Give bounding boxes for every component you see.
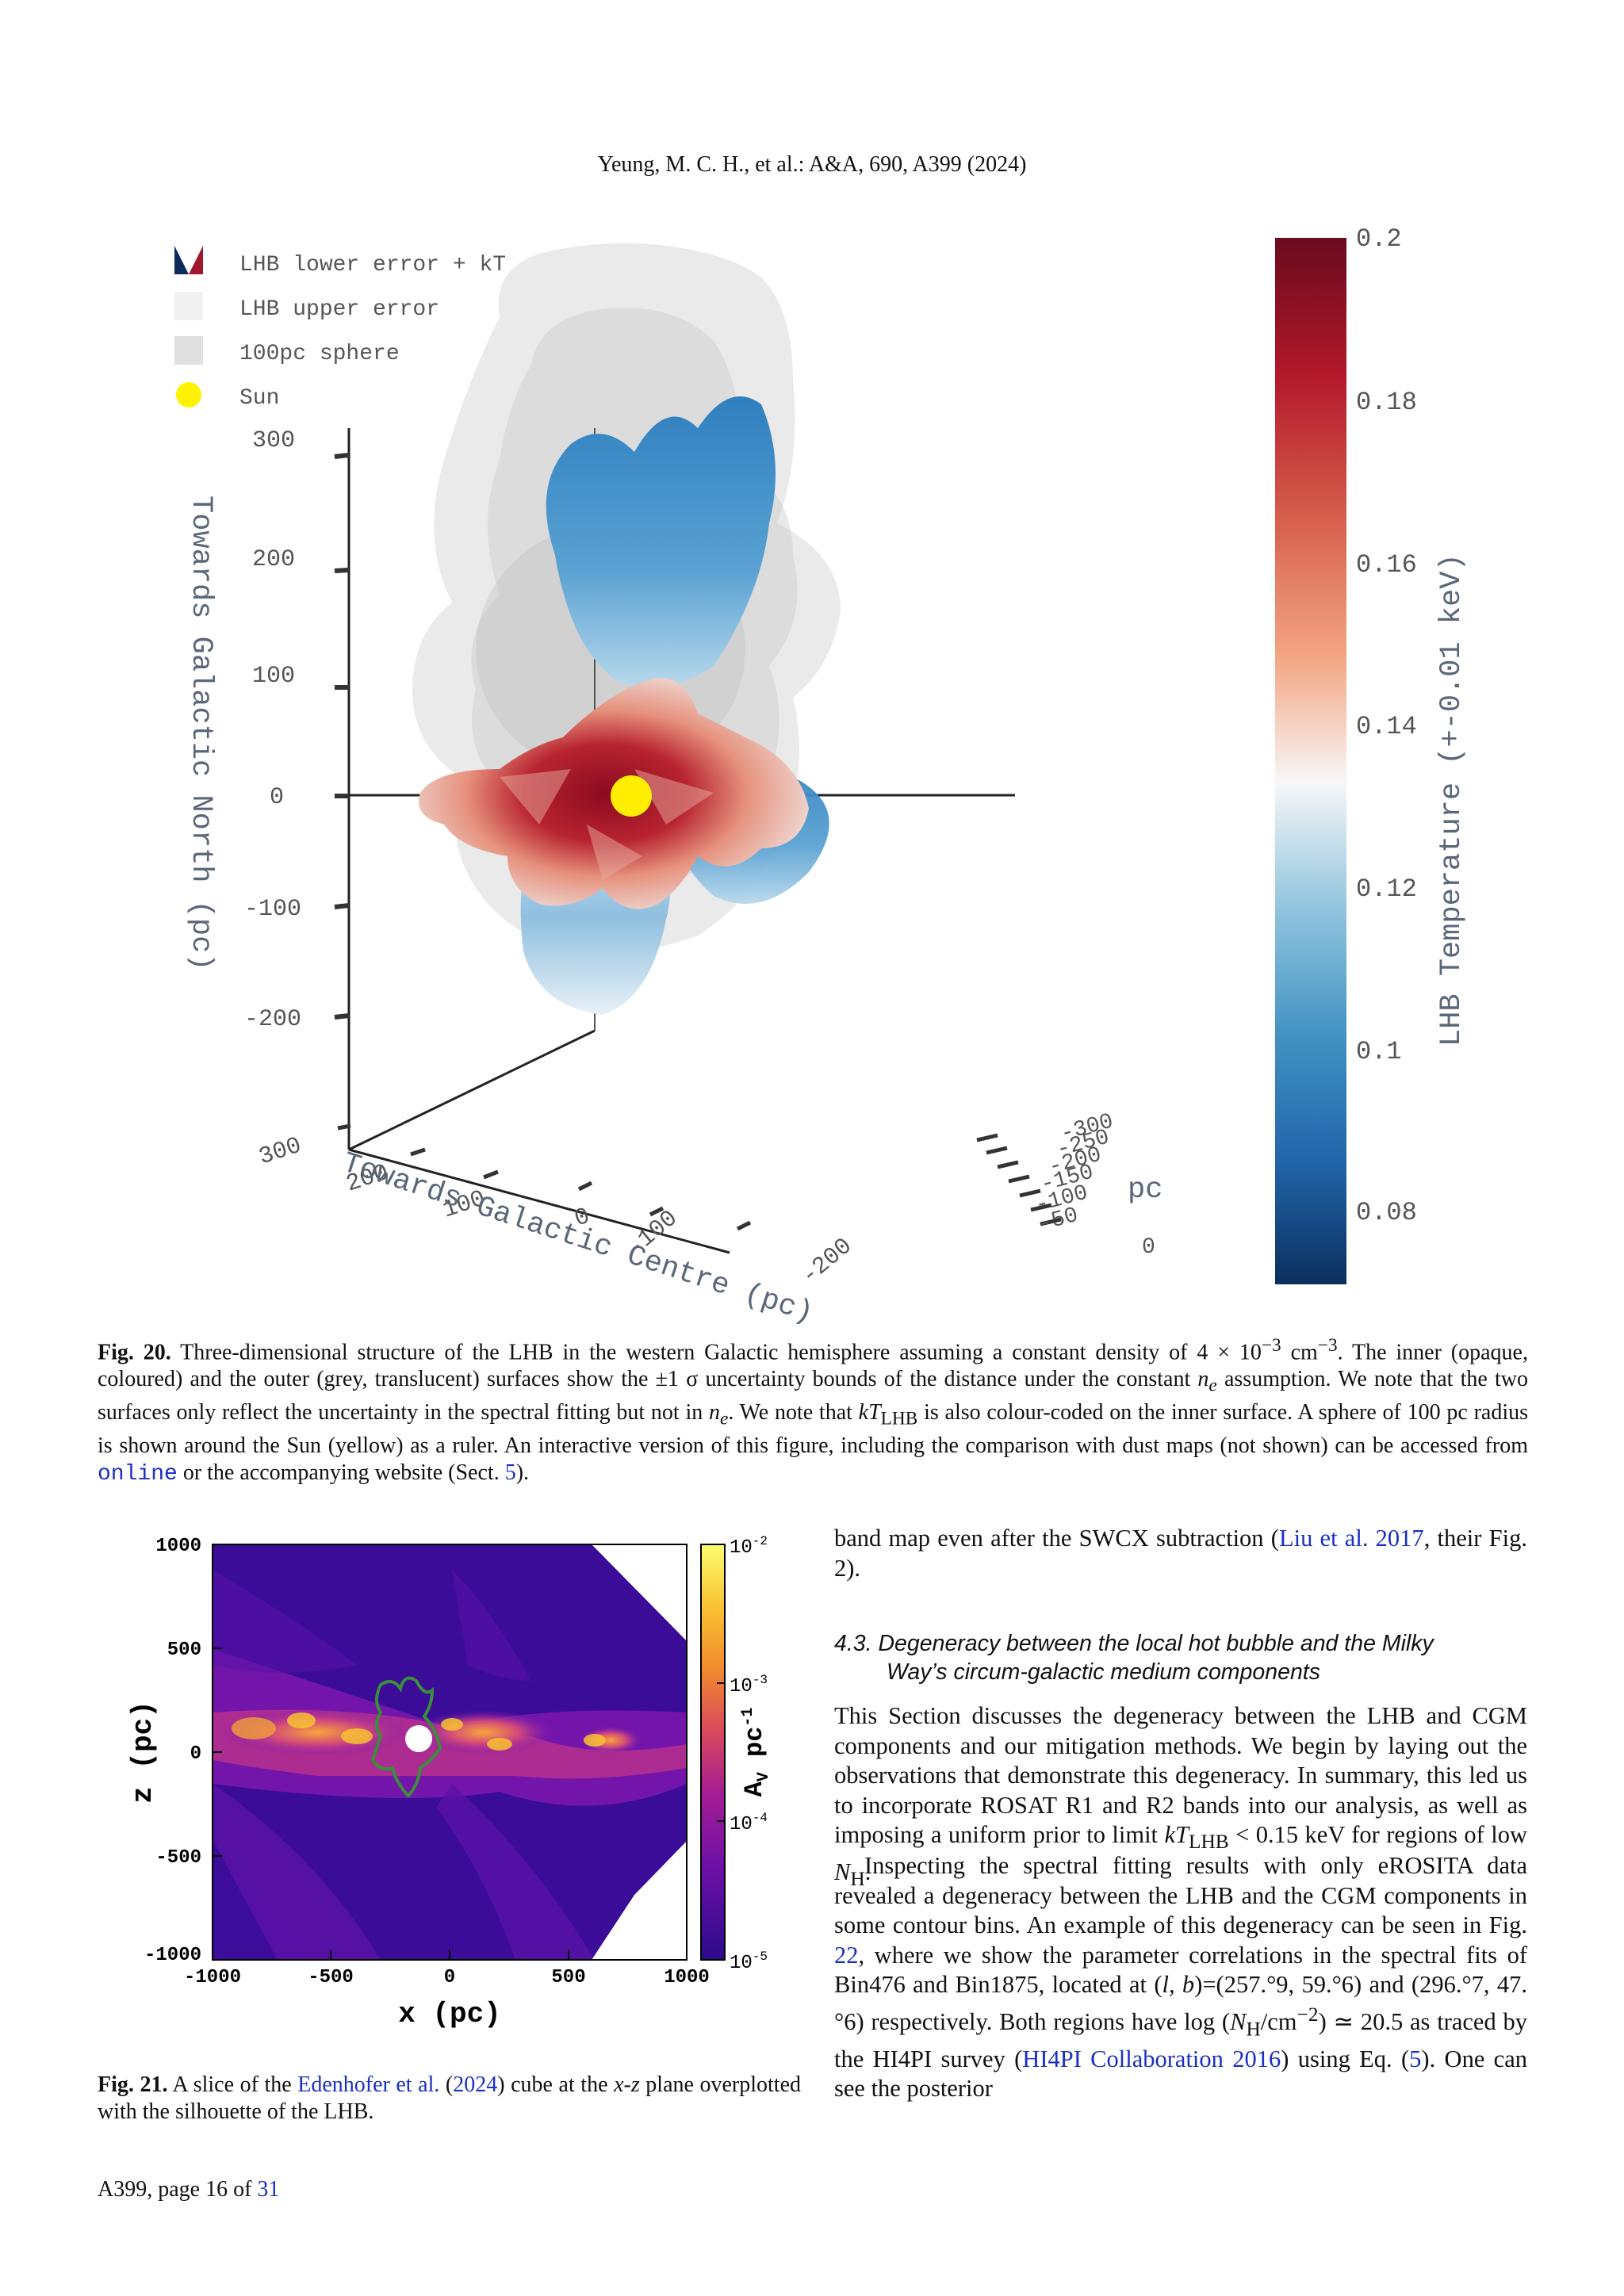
x-axis-label: Towards Galactic Centre (pc) [338,1146,817,1324]
z-tick: 200 [252,546,295,573]
online-link[interactable]: online [98,1461,178,1487]
edenhofer-link[interactable]: Edenhofer et al. [297,2072,440,2097]
colorbar-21 [700,1544,726,1961]
x-tick: -1000 [184,1967,241,1988]
split-colour-swatch-icon [174,246,203,274]
fig21-y-label: z (pc) [127,1701,159,1804]
cbar-tick: 0.08 [1356,1198,1417,1227]
cbar-tick: 0.2 [1356,224,1402,254]
colorbar-20-label: LHB Temperature (+-0.01 keV) [1435,553,1469,1047]
cbar-tick: 0.1 [1356,1037,1402,1066]
figure-20-caption: Fig. 20. Three-dimensional structure of … [98,1335,1528,1487]
figure-21-caption: Fig. 21. A slice of the Edenhofer et al.… [98,2072,801,2124]
yellow-circle-icon [176,382,201,408]
z-axis-label: Towards Galactic North (pc) [184,496,217,971]
z-tick: 300 [252,427,295,454]
grey-swatch-icon [174,336,203,365]
equation-link[interactable]: 5 [1409,2045,1422,2072]
x-tick: 0 [444,1967,455,1988]
legend-label-lower: LHB lower error + kT [239,253,506,277]
legend-label-sun: Sun [239,386,279,411]
colorbar-21-ticks [717,1544,725,1961]
sun-marker [611,775,652,817]
y-tick: 0 [190,1743,201,1765]
y-tick: 1000 [155,1536,201,1557]
x-tick: 1000 [664,1967,710,1988]
fig21-x-label: x (pc) [398,1998,501,2030]
page-footer: A399, page 16 of 31 [98,2177,280,2202]
x-tick: -200 [797,1233,858,1290]
y-tick: 0 [1142,1235,1155,1260]
liu-link[interactable]: Liu et al. 2017 [1278,1525,1424,1552]
legend: LHB lower error + kT LHB upper error 100… [174,246,506,411]
cbar-tick: 0.18 [1356,388,1417,417]
lhb-silhouette [370,1676,442,1798]
fig22-link[interactable]: 22 [834,1941,859,1969]
legend-label-upper: LHB upper error [239,297,439,322]
y-axis-label: pc [1128,1173,1162,1207]
y-tick: -1000 [144,1945,201,1966]
y-tick: 500 [167,1640,201,1661]
cbar-tick: 0.16 [1356,550,1417,580]
page-total-link[interactable]: 31 [257,2177,280,2202]
paragraph-2: Inspecting the spectral fitting results … [834,1852,1528,2103]
figure-20-lhb-3d: LHB lower error + kT LHB upper error 100… [174,224,1469,1324]
y-tick: -500 [155,1847,201,1869]
y-axis-ticks [976,1133,1062,1226]
x-axis-ticks [337,1123,752,1231]
z-axis-ticks [334,453,350,1020]
hi4pi-link[interactable]: HI4PI Collaboration 2016 [1022,2045,1281,2072]
x-tick: 500 [551,1967,585,1988]
z-tick: 100 [252,663,295,690]
figure-21-dust-slice: -1000 -500 0 500 1000 1000 500 0 -500 -1… [127,1534,773,2030]
fig21-x-ticks: -1000 -500 0 500 1000 [184,1967,710,1988]
paragraph-continued: band map even after the SWCX subtraction… [834,1525,1527,1582]
svg-text:10-5: 10-5 [730,1950,768,1974]
colorbar-21-label: AV pc-1 [739,1708,773,1797]
legend-label-sphere: 100pc sphere [239,342,400,366]
dust-map [213,1544,687,1960]
colorbar-20-ticks: 0.2 0.18 0.16 0.14 0.12 0.1 0.08 [1356,224,1417,1227]
svg-text:10-2: 10-2 [730,1534,768,1559]
running-head: Yeung, M. C. H., et al.: A&A, 690, A399 … [597,152,1027,177]
edenhofer-year-link[interactable]: 2024 [453,2072,498,2097]
svg-text:10-4: 10-4 [730,1811,768,1835]
x-tick: -500 [308,1967,354,1988]
light-grey-swatch-icon [174,292,203,320]
colorbar-20 [1275,238,1346,1284]
svg-text:10-3: 10-3 [730,1673,768,1697]
z-tick: -200 [244,1006,301,1033]
colorbar-21-tick-labels: 10-2 10-3 10-4 10-5 [730,1534,768,1974]
z-tick: 0 [270,784,284,811]
cbar-tick: 0.14 [1356,712,1417,741]
z-tick: -100 [244,896,301,923]
caption-label: Fig. 20. [98,1340,171,1365]
x-tick: 300 [256,1132,305,1171]
section-link[interactable]: 5 [504,1460,516,1485]
paragraph-1: This Section discusses the degeneracy be… [834,1702,1527,1891]
sun-disk [405,1725,432,1752]
section-heading: 4.3. Degeneracy between the local hot bu… [834,1631,1434,1685]
fig21-y-ticks: 1000 500 0 -500 -1000 [144,1536,201,1966]
inner-surface [419,396,829,1015]
z-axis-tick-labels: 300 200 100 0 -100 -200 [244,427,301,1033]
cbar-tick: 0.12 [1356,874,1417,904]
fig21-tick-marks [212,1544,688,1961]
